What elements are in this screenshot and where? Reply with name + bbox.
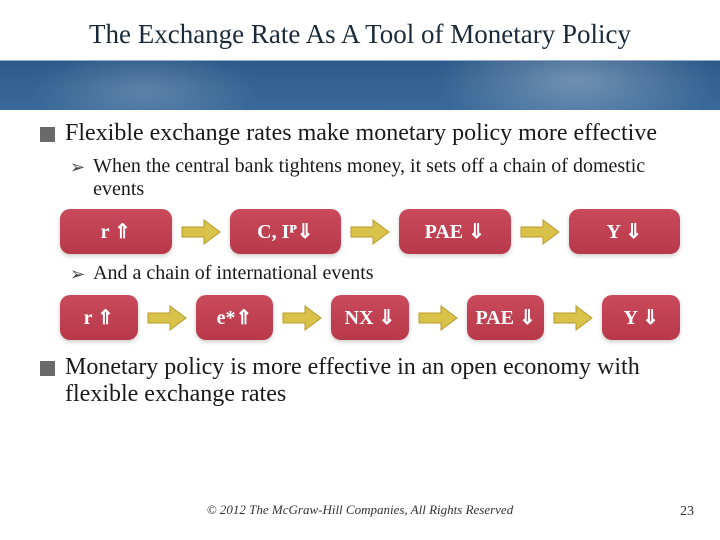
chain-box: PAE ⇓ (467, 295, 545, 340)
chain-arrow-icon (552, 303, 594, 333)
domestic-chain: r ⇑ C, Iᴾ⇓ PAE ⇓ Y ⇓ (60, 209, 680, 254)
copyright-footer: © 2012 The McGraw-Hill Companies, All Ri… (0, 502, 720, 518)
bullet-text: When the central bank tightens money, it… (93, 155, 680, 201)
page-number: 23 (680, 504, 694, 520)
bullet-level1: Flexible exchange rates make monetary po… (40, 120, 680, 147)
square-bullet-icon (40, 361, 55, 376)
chain-arrow-icon (417, 303, 459, 333)
slide-title: The Exchange Rate As A Tool of Monetary … (0, 0, 720, 52)
slide-content: Flexible exchange rates make monetary po… (40, 120, 680, 416)
chain-arrow-icon (519, 217, 561, 247)
bullet-text: And a chain of international events (93, 262, 373, 285)
square-bullet-icon (40, 127, 55, 142)
bullet-level1: Monetary policy is more effective in an … (40, 354, 680, 408)
bullet-level2: ➢ When the central bank tightens money, … (70, 155, 680, 201)
arrow-bullet-icon: ➢ (70, 262, 85, 287)
chain-arrow-icon (281, 303, 323, 333)
chain-box: Y ⇓ (602, 295, 680, 340)
chain-box: r ⇑ (60, 209, 172, 254)
bullet-text: Monetary policy is more effective in an … (65, 354, 680, 408)
chain-box: Y ⇓ (569, 209, 681, 254)
chain-box: PAE ⇓ (399, 209, 511, 254)
chain-box: r ⇑ (60, 295, 138, 340)
chain-box: NX ⇓ (331, 295, 409, 340)
international-chain: r ⇑ e*⇑ NX ⇓ PAE ⇓ Y ⇓ (60, 295, 680, 340)
arrow-bullet-icon: ➢ (70, 155, 85, 180)
bullet-text: Flexible exchange rates make monetary po… (65, 120, 657, 147)
bullet-level2: ➢ And a chain of international events (70, 262, 680, 287)
chain-arrow-icon (146, 303, 188, 333)
chain-box: e*⇑ (196, 295, 274, 340)
chain-arrow-icon (349, 217, 391, 247)
chain-arrow-icon (180, 217, 222, 247)
chain-box: C, Iᴾ⇓ (230, 209, 342, 254)
